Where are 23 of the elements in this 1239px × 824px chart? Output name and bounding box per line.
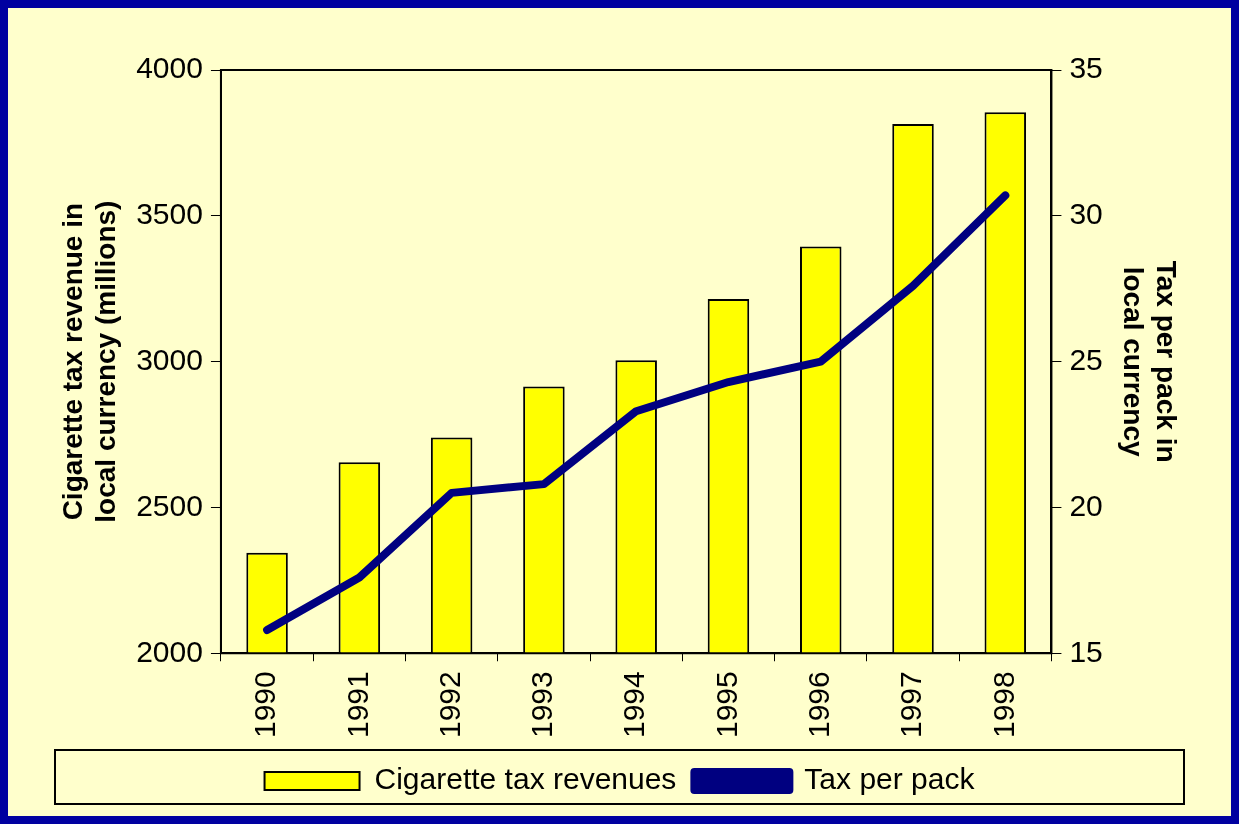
x-tick-label: 1994 [617,671,651,739]
y2-tick-label: 35 [1069,51,1103,85]
y2-tick-label: 30 [1069,197,1103,231]
y-tick-label: 2500 [136,488,203,522]
x-tick-label: 1990 [248,671,282,739]
x-tick-label: 1993 [525,671,559,739]
x-tick-label: 1991 [340,671,374,739]
x-tick-label: 1997 [894,671,928,739]
x-tick-label: 1992 [432,671,466,739]
x-tick-label: 1998 [986,671,1020,739]
x-tick-label: 1996 [802,671,835,739]
x-tick-label: 1995 [709,671,743,739]
y2-tick-label: 25 [1069,342,1103,376]
y-tick-label: 4000 [136,51,203,85]
legend-label: Tax per pack [804,762,976,796]
y-tick-label: 3500 [136,197,203,231]
legend-label: Cigarette tax revenues [374,762,677,796]
y-tick-label: 3000 [136,342,203,376]
y-tick-label: 2000 [136,634,203,668]
y-axis-title: Cigarette tax revenue in local currency (millions) [56,200,122,523]
y2-tick-label: 20 [1069,488,1103,522]
y2-axis-title: Tax per pack in local currency [1117,260,1183,463]
y2-tick-label: 15 [1069,634,1103,668]
